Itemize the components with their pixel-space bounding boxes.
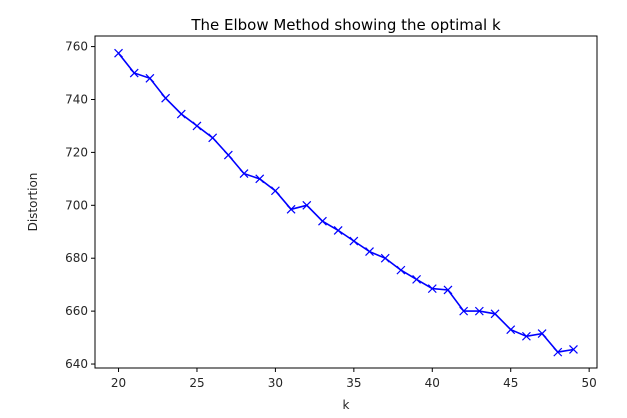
data-point-marker [569,345,578,354]
y-axis-label: Distortion [26,173,40,232]
y-tick-label: 700 [65,198,88,212]
x-tick-label: 35 [346,376,361,390]
x-tick-label: 45 [503,376,518,390]
data-point-marker [223,150,233,160]
x-tick-label: 50 [582,376,597,390]
data-point-marker [176,109,186,119]
data-point-marker [490,309,500,319]
x-tick-label: 30 [268,376,283,390]
distortion-series-line [117,52,574,353]
data-point-marker [255,174,265,184]
data-point-marker [553,347,563,357]
data-point-marker [474,306,484,316]
data-point-marker [349,236,359,246]
y-tick-label: 680 [65,251,88,265]
x-axis-label: k [343,398,350,412]
data-point-marker [161,93,171,103]
data-point-marker [239,169,249,178]
data-point-marker [286,204,296,214]
x-tick-label: 20 [111,376,126,390]
y-axis-ticks: 640 660 680 700 720 740 760 [65,40,95,371]
data-point-marker [537,329,547,339]
data-point-marker [427,284,437,294]
y-tick-label: 760 [65,40,88,54]
data-point-marker [145,73,155,83]
data-point-marker [114,48,123,58]
x-tick-label: 25 [189,376,204,390]
data-point-marker [365,247,374,257]
data-point-marker [192,121,202,131]
data-point-marker [270,186,280,196]
plot-area: 20 25 30 35 40 45 50 640 660 680 700 720 740 760 [65,35,598,390]
data-point-markers [114,48,578,357]
chart-title: The Elbow Method showing the optimal k [190,16,501,34]
data-point-marker [412,274,422,284]
x-tick-label: 40 [425,376,440,390]
y-tick-label: 720 [65,145,88,159]
data-point-marker [302,200,312,210]
data-point-marker [208,133,218,143]
data-point-marker [396,265,406,275]
data-point-marker [380,253,390,263]
data-point-marker [443,285,453,295]
y-tick-label: 660 [65,304,88,318]
data-point-marker [333,226,343,235]
data-point-marker [318,216,327,226]
data-point-marker [506,325,516,335]
y-tick-label: 640 [65,357,88,371]
y-tick-label: 740 [65,92,88,106]
x-axis-ticks: 20 25 30 35 40 45 50 [111,368,597,390]
data-point-marker [521,331,531,341]
data-point-marker [129,68,139,78]
data-point-marker [459,306,469,316]
plot-frame [94,35,598,369]
